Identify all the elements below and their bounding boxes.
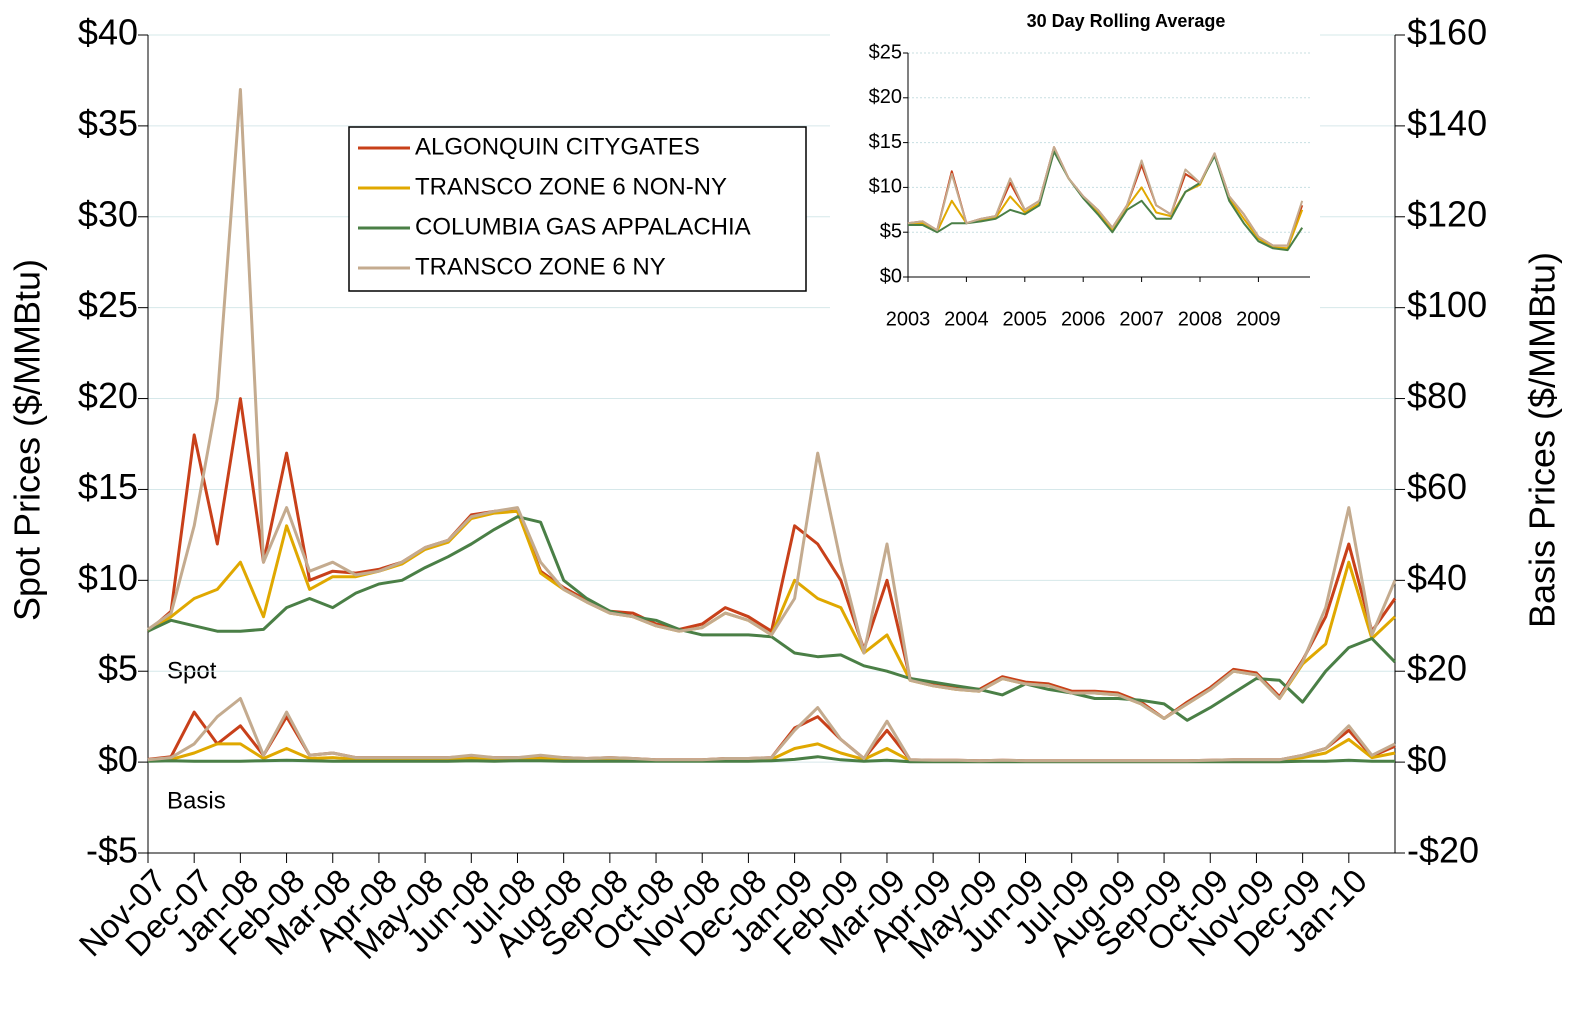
- legend-label: TRANSCO ZONE 6 NY: [415, 253, 666, 280]
- annotation: Basis: [167, 787, 226, 814]
- y-tick-label: $35: [78, 102, 138, 143]
- basis-line: [147, 697, 1396, 763]
- legend-box: [348, 126, 807, 292]
- legend-label: ALGONQUIN CITYGATES: [415, 133, 700, 160]
- inset-line: [907, 146, 1304, 247]
- y2-tick-label: $40: [1407, 557, 1467, 598]
- y2-axis-label: Basis Prices ($/MMBtu): [1522, 252, 1563, 628]
- inset-title: 30 Day Rolling Average: [1027, 11, 1226, 31]
- spot-line: [147, 88, 1397, 720]
- inset-y-tick-label: $25: [869, 41, 902, 63]
- y-tick-label: $0: [98, 739, 138, 780]
- inset-line: [908, 150, 1304, 252]
- y2-tick-label: $100: [1407, 284, 1487, 325]
- inset-x-tick-label: 2004: [944, 308, 989, 330]
- y2-tick-label: $120: [1407, 193, 1487, 234]
- inset-background: [830, 0, 1320, 340]
- y-tick-label: $20: [78, 375, 138, 416]
- spot-line: [147, 515, 1397, 722]
- y-tick-label: $5: [98, 648, 138, 689]
- y2-tick-label: $160: [1407, 12, 1487, 53]
- inset-y-tick-label: $5: [880, 220, 902, 242]
- inset-x-tick-label: 2009: [1236, 308, 1281, 330]
- y2-tick-label: $60: [1407, 466, 1467, 507]
- y-tick-label: -$5: [86, 830, 138, 871]
- inset-y-tick-label: $15: [869, 131, 902, 153]
- y2-tick-label: $0: [1407, 739, 1447, 780]
- y2-tick-label: $80: [1407, 375, 1467, 416]
- inset-x-tick-label: 2008: [1178, 308, 1223, 330]
- spot-line: [147, 397, 1397, 720]
- y-tick-label: $25: [78, 284, 138, 325]
- legend-label: COLUMBIA GAS APPALACHIA: [415, 213, 751, 240]
- inset-y-tick-label: $0: [880, 265, 902, 287]
- y-tick-label: $10: [78, 557, 138, 598]
- inset-x-tick-label: 2007: [1119, 308, 1164, 330]
- y2-tick-label: -$20: [1407, 830, 1479, 871]
- inset-x-tick-label: 2006: [1061, 308, 1106, 330]
- inset-x-tick-label: 2005: [1003, 308, 1048, 330]
- y2-tick-label: $20: [1407, 648, 1467, 689]
- y2-tick-label: $140: [1407, 102, 1487, 143]
- inset-y-tick-label: $10: [869, 176, 902, 198]
- y-tick-label: $40: [78, 12, 138, 53]
- inset-y-tick-label: $20: [869, 86, 902, 108]
- y-tick-label: $30: [78, 193, 138, 234]
- legend-label: TRANSCO ZONE 6 NON-NY: [415, 173, 727, 200]
- y-axis-label: Spot Prices ($/MMBtu): [7, 259, 48, 621]
- y-tick-label: $15: [78, 466, 138, 507]
- inset-x-tick-label: 2003: [886, 308, 931, 330]
